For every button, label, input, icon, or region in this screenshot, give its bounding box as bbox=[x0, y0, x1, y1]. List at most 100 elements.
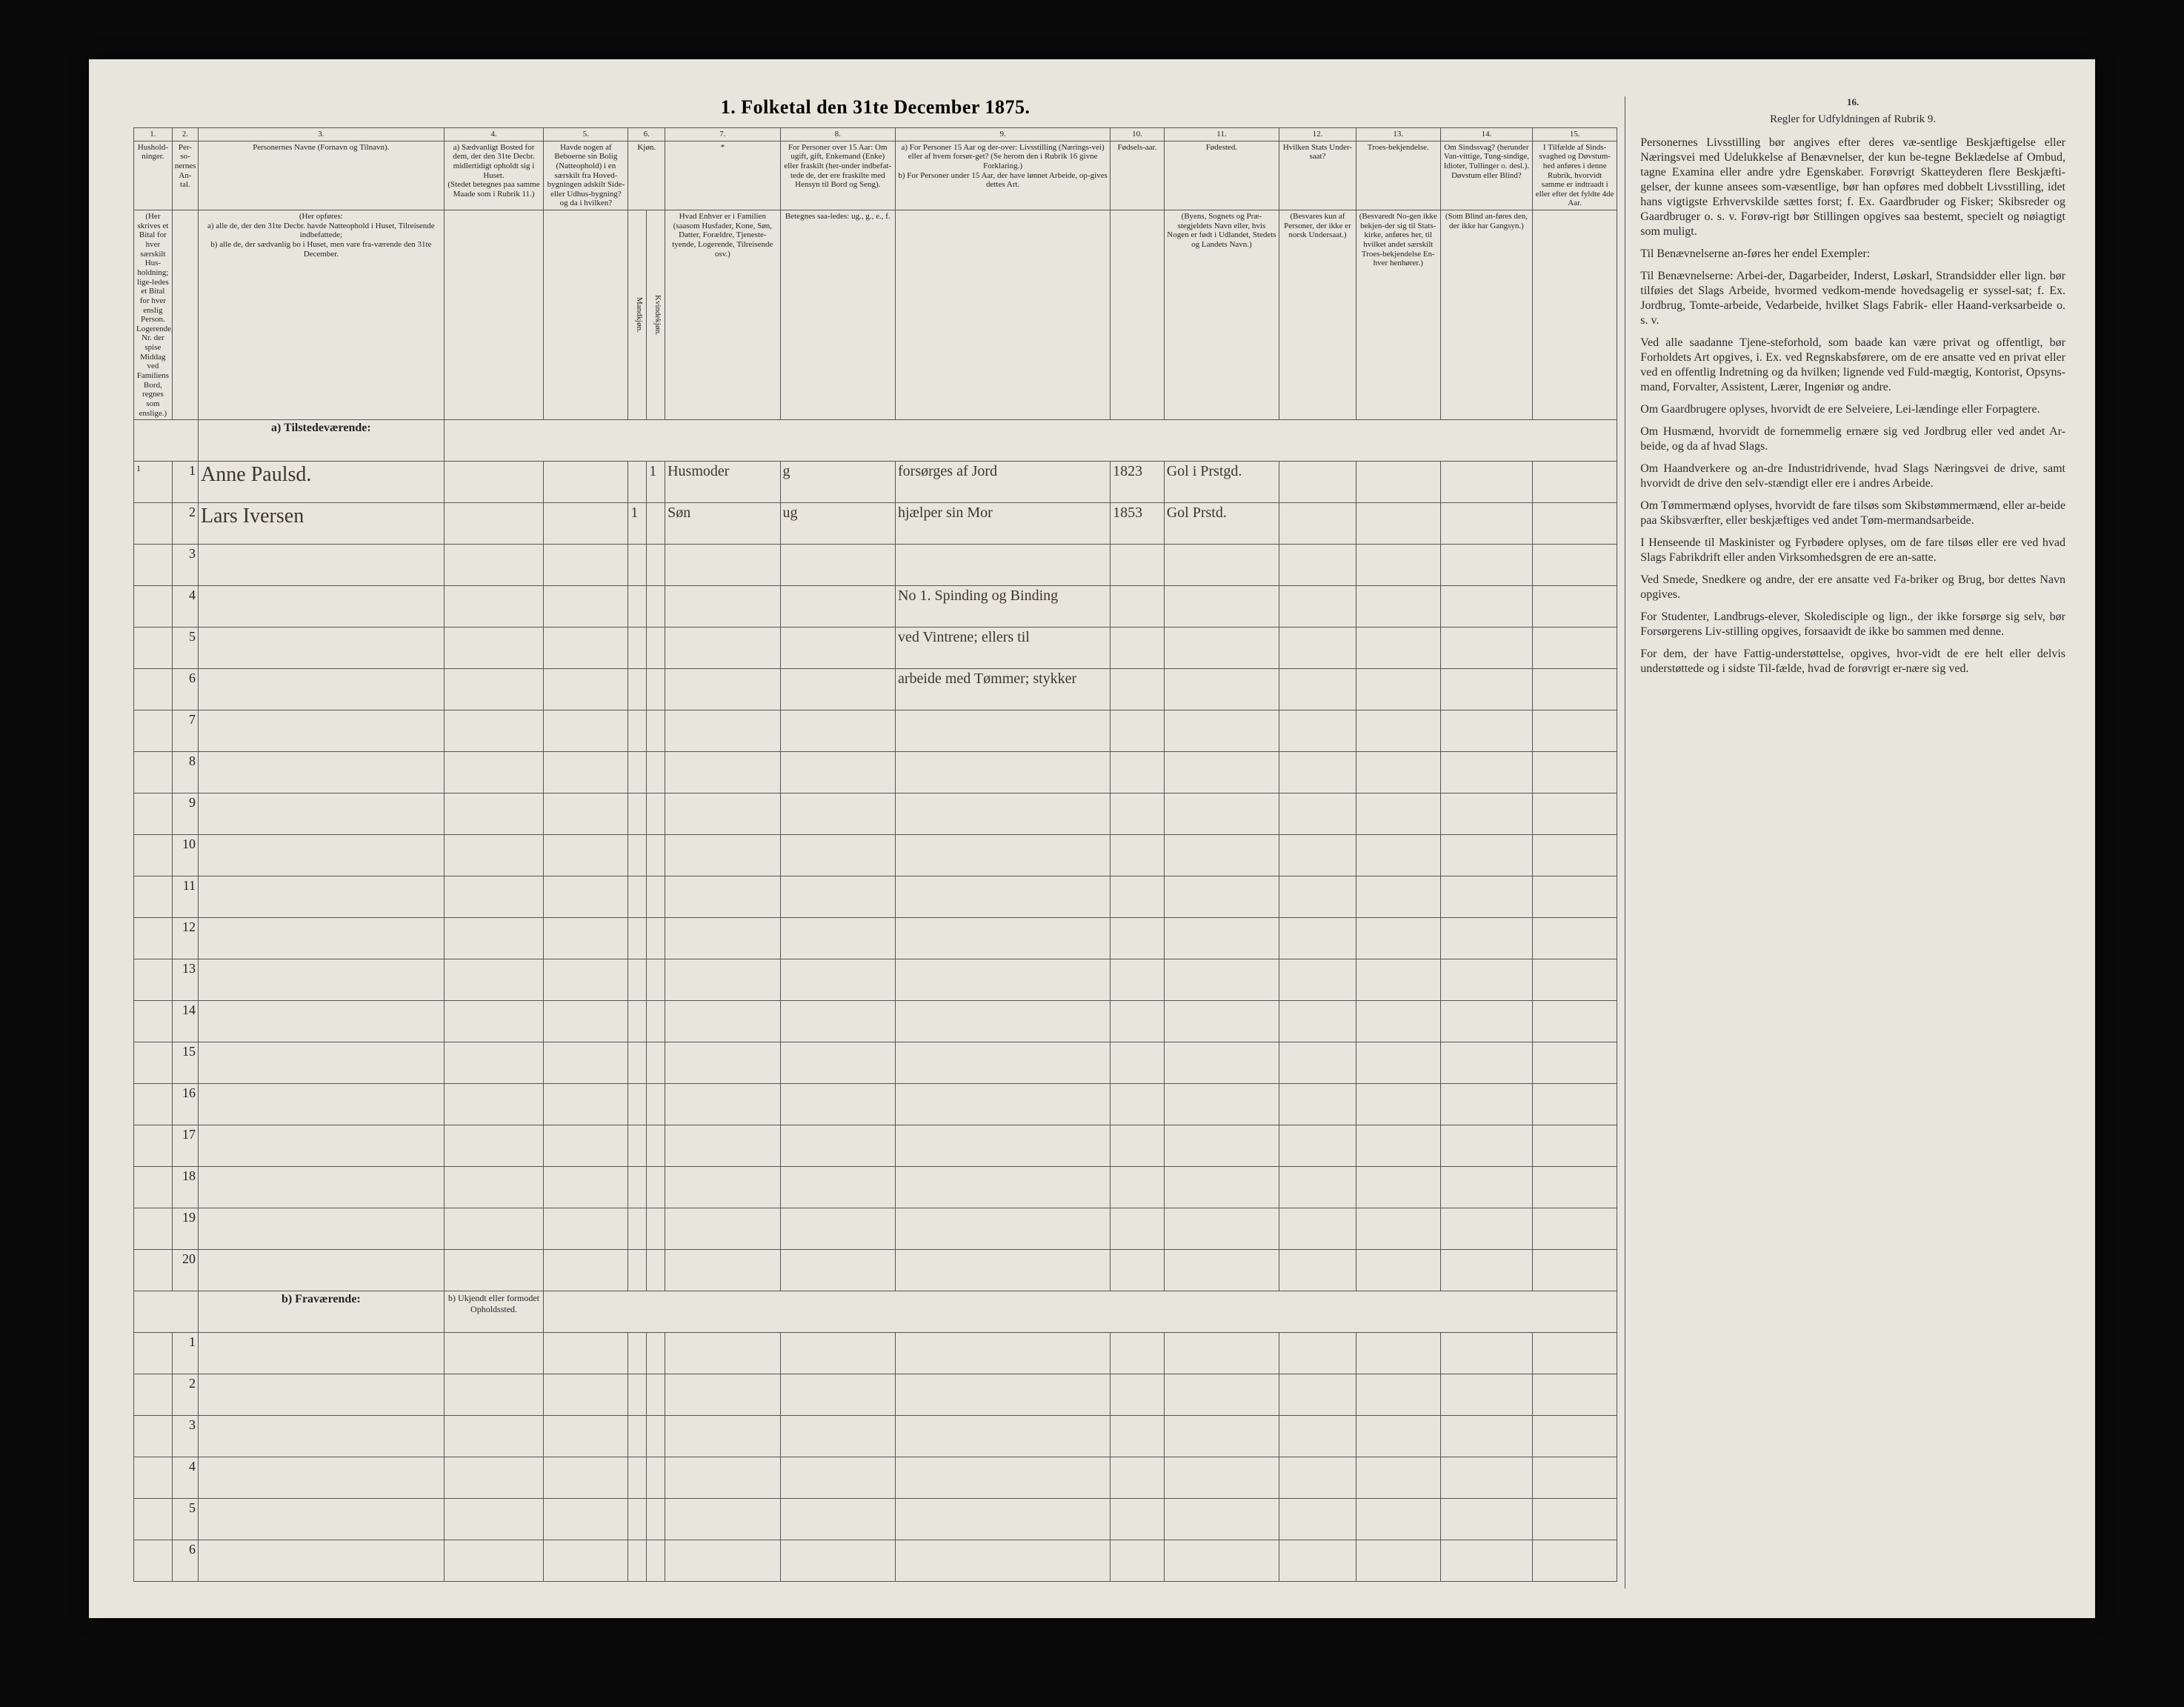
rownum: 1 bbox=[172, 1333, 198, 1374]
section-b-col4: b) Ukjendt eller formodet Opholdssted. bbox=[444, 1291, 544, 1333]
rules-p3: Ved alle saadanne Tjene-steforhold, som … bbox=[1640, 336, 2065, 395]
colnum-c12: 12. bbox=[1279, 128, 1356, 142]
occupation bbox=[896, 876, 1111, 918]
occupation bbox=[896, 1042, 1111, 1084]
table-row: 3 bbox=[134, 545, 1617, 586]
occupation bbox=[896, 959, 1111, 1001]
person-name bbox=[199, 711, 445, 752]
colhead-c5: Havde nogen af Beboerne sin Bolig (Natte… bbox=[544, 141, 628, 210]
person-name bbox=[199, 752, 445, 793]
person-name bbox=[199, 1125, 445, 1167]
colnum-c11: 11. bbox=[1164, 128, 1279, 142]
table-row: 4 bbox=[134, 1457, 1617, 1499]
person-name: Anne Paulsd. bbox=[199, 462, 445, 503]
occupation: hjælper sin Mor bbox=[896, 503, 1111, 545]
colnum-c13: 13. bbox=[1356, 128, 1440, 142]
person-name: Lars Iversen bbox=[199, 503, 445, 545]
census-table: 1.2.3.4.5.6.7.8.9.10.11.12.13.14.15. Hus… bbox=[133, 127, 1617, 1582]
colsub-c13: (Besvaredt No-gen ikke bekjen-der sig ti… bbox=[1356, 210, 1440, 420]
table-row: 2 bbox=[134, 1374, 1617, 1416]
colnum-c10: 10. bbox=[1111, 128, 1165, 142]
rules-p8: I Henseende til Maskinister og Fyrbødere… bbox=[1640, 536, 2065, 565]
table-row: 6arbeide med Tømmer; stykker bbox=[134, 669, 1617, 711]
rules-p2: Til Benævnelserne: Arbei-der, Dagarbeide… bbox=[1640, 269, 2065, 328]
rownum: 4 bbox=[172, 1457, 198, 1499]
table-row: 5ved Vintrene; ellers til bbox=[134, 628, 1617, 669]
table-row: 20 bbox=[134, 1250, 1617, 1291]
occupation bbox=[896, 1125, 1111, 1167]
col16-num: 16. bbox=[1640, 96, 2065, 108]
person-name bbox=[199, 835, 445, 876]
person-name bbox=[199, 793, 445, 835]
colhead-c8: For Personer over 15 Aar: Om ugift, gift… bbox=[780, 141, 895, 210]
rules-panel: 16. Regler for Udfyldningen af Rubrik 9.… bbox=[1625, 96, 2065, 1588]
section-b-label: b) Fraværende: bbox=[199, 1291, 445, 1333]
colnum-c2: 2. bbox=[172, 128, 198, 142]
col16-head: Regler for Udfyldningen af Rubrik 9. bbox=[1640, 113, 2065, 127]
rules-p7: Om Tømmermænd oplyses, hvorvidt de fare … bbox=[1640, 499, 2065, 528]
occupation: forsørges af Jord bbox=[896, 462, 1111, 503]
person-name bbox=[199, 1167, 445, 1208]
colnum-c14: 14. bbox=[1440, 128, 1532, 142]
rownum: 4 bbox=[172, 586, 198, 628]
occupation bbox=[896, 752, 1111, 793]
occupation bbox=[896, 1084, 1111, 1125]
table-row: 3 bbox=[134, 1416, 1617, 1457]
colnum-c7: 7. bbox=[665, 128, 780, 142]
table-row: 11 bbox=[134, 876, 1617, 918]
colnum-c15: 15. bbox=[1533, 128, 1617, 142]
rownum: 1 bbox=[172, 462, 198, 503]
colsub-c9 bbox=[896, 210, 1111, 420]
person-name bbox=[199, 1084, 445, 1125]
colsub-c1: (Her skrives et Bital for hver særskilt … bbox=[134, 210, 173, 420]
table-row: 4 No 1. Spinding og Binding bbox=[134, 586, 1617, 628]
occupation bbox=[896, 918, 1111, 959]
table-row: 17 bbox=[134, 1125, 1617, 1167]
occupation bbox=[896, 545, 1111, 586]
colsub-c11: (Byens, Sognets og Præ-stegjeldets Navn … bbox=[1164, 210, 1279, 420]
rownum: 2 bbox=[172, 1374, 198, 1416]
rownum: 19 bbox=[172, 1208, 198, 1250]
person-name bbox=[199, 876, 445, 918]
table-row: 8 bbox=[134, 752, 1617, 793]
colsub-c7: Hvad Enhver er i Familien (saasom Husfad… bbox=[665, 210, 780, 420]
rownum: 6 bbox=[172, 669, 198, 711]
occupation bbox=[896, 1001, 1111, 1042]
colhead-c6-m: Mandkjøn. bbox=[628, 210, 647, 420]
colnum-c5: 5. bbox=[544, 128, 628, 142]
rownum: 3 bbox=[172, 1416, 198, 1457]
colnum-c9: 9. bbox=[896, 128, 1111, 142]
table-row: b) Fraværende:b) Ukjendt eller formodet … bbox=[134, 1291, 1617, 1333]
document-page: 1. Folketal den 31te December 1875. 1.2.… bbox=[89, 59, 2095, 1618]
colnum-c4: 4. bbox=[444, 128, 544, 142]
rownum: 5 bbox=[172, 1499, 198, 1540]
rownum: 15 bbox=[172, 1042, 198, 1084]
table-row: 11Anne Paulsd.1Husmodergforsørges af Jor… bbox=[134, 462, 1617, 503]
rownum: 3 bbox=[172, 545, 198, 586]
colhead-c2: Per-so-nernes An-tal. bbox=[172, 141, 198, 210]
colhead-c4: a) Sædvanligt Bosted for dem, der den 31… bbox=[444, 141, 544, 210]
person-name bbox=[199, 628, 445, 669]
page-title: 1. Folketal den 31te December 1875. bbox=[133, 96, 1617, 119]
rownum: 11 bbox=[172, 876, 198, 918]
colsub-c2 bbox=[172, 210, 198, 420]
colhead-c6-k: Kvindekjøn. bbox=[647, 210, 665, 420]
table-row: 10 bbox=[134, 835, 1617, 876]
colsub-c8: Betegnes saa-ledes: ug., g., e., f. bbox=[780, 210, 895, 420]
occupation bbox=[896, 1167, 1111, 1208]
colnum-c6: 6. bbox=[628, 128, 665, 142]
occupation bbox=[896, 1250, 1111, 1291]
colhead-c10: Fødsels-aar. bbox=[1111, 141, 1165, 210]
occupation: No 1. Spinding og Binding bbox=[896, 586, 1111, 628]
rules-p10: For Studenter, Landbrugs-elever, Skoledi… bbox=[1640, 610, 2065, 639]
colhead-c13: Troes-bekjendelse. bbox=[1356, 141, 1440, 210]
rownum: 6 bbox=[172, 1540, 198, 1582]
colhead-c11: Fødested. bbox=[1164, 141, 1279, 210]
person-name bbox=[199, 918, 445, 959]
table-row: 18 bbox=[134, 1167, 1617, 1208]
occupation bbox=[896, 1208, 1111, 1250]
rules-p1b: Til Benævnelserne an-føres her endel Exe… bbox=[1640, 247, 2065, 262]
person-name bbox=[199, 959, 445, 1001]
form-panel: 1. Folketal den 31te December 1875. 1.2.… bbox=[133, 96, 1617, 1588]
table-row: 9 bbox=[134, 793, 1617, 835]
